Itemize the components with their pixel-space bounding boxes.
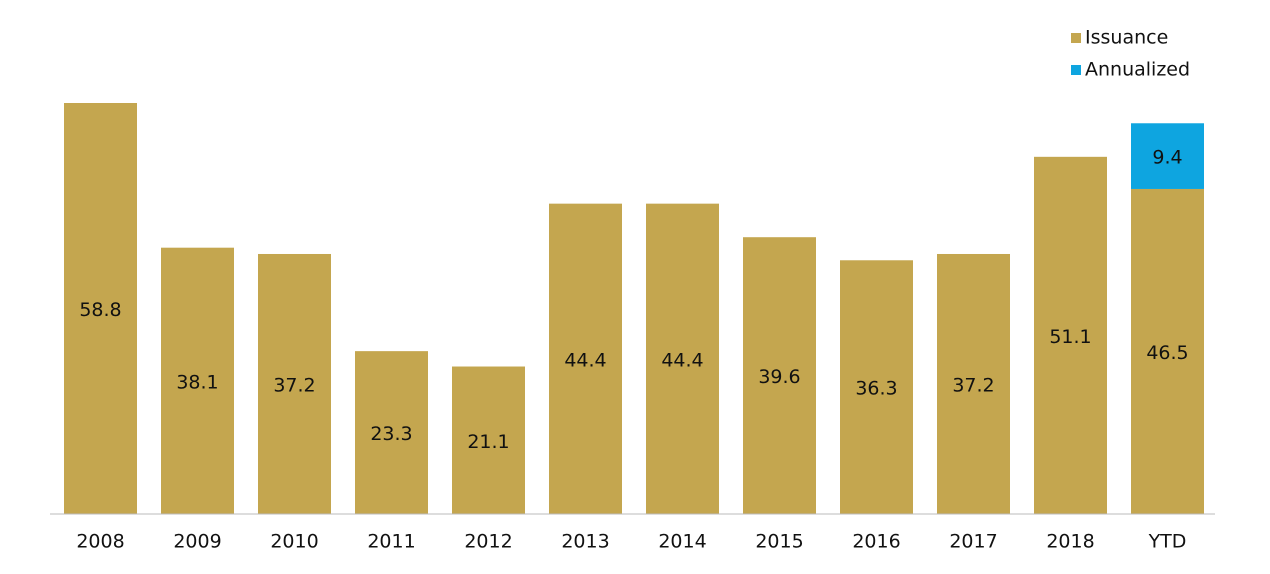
x-tick-label: 2012 <box>464 531 512 553</box>
bar-segment <box>452 366 525 514</box>
bar-segment <box>64 103 137 514</box>
x-tick-label: 2018 <box>1046 531 1094 553</box>
x-tick-label: 2013 <box>561 531 609 553</box>
data-label: 44.4 <box>661 349 703 371</box>
x-tick-label: 2009 <box>173 531 221 553</box>
legend-swatch <box>1071 65 1081 75</box>
bar-segment <box>549 203 622 514</box>
x-tick-label: 2011 <box>367 531 415 553</box>
bar-segment <box>937 253 1010 514</box>
x-tick-label: 2016 <box>852 531 900 553</box>
data-label: 23.3 <box>370 423 412 445</box>
bar-segment <box>161 247 234 514</box>
bar-segment <box>1034 156 1107 515</box>
data-label: 46.5 <box>1146 342 1188 364</box>
x-tick-label: 2014 <box>658 531 706 553</box>
bar-segment <box>646 203 719 514</box>
legend-label: Issuance <box>1085 27 1168 49</box>
data-label: 36.3 <box>855 378 897 400</box>
bar-segment <box>1131 188 1204 514</box>
data-label: 44.4 <box>564 349 606 371</box>
data-label: 37.2 <box>952 374 994 396</box>
data-label: 38.1 <box>176 371 218 393</box>
legend-label: Annualized <box>1085 59 1190 81</box>
data-label: 51.1 <box>1049 326 1091 348</box>
data-label: 37.2 <box>273 374 315 396</box>
data-label: 21.1 <box>467 431 509 453</box>
data-label: 39.6 <box>758 366 800 388</box>
bar-segment <box>840 260 913 514</box>
x-tick-label: 2008 <box>76 531 124 553</box>
x-tick-label: 2015 <box>755 531 803 553</box>
x-tick-label: YTD <box>1148 531 1187 553</box>
bar-segment <box>743 237 816 514</box>
bar-segment <box>355 351 428 514</box>
bar-segment <box>1131 123 1204 189</box>
x-tick-label: 2017 <box>949 531 997 553</box>
legend-swatch <box>1071 33 1081 43</box>
x-tick-label: 2010 <box>270 531 318 553</box>
bar-segment <box>258 253 331 514</box>
data-label: 9.4 <box>1152 147 1182 169</box>
data-label: 58.8 <box>79 299 121 321</box>
